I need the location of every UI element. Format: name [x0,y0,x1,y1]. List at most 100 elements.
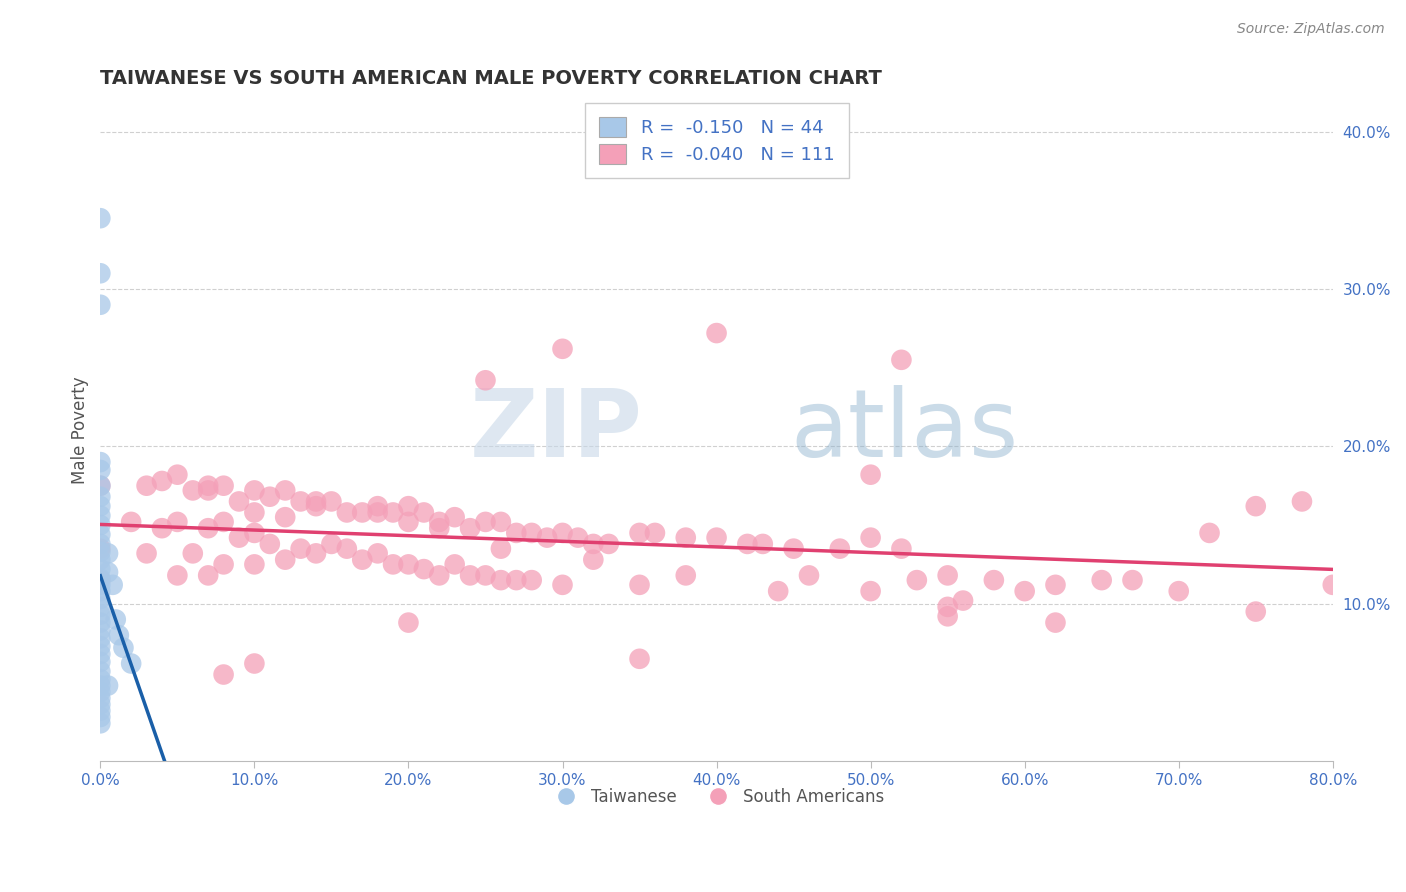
Point [89,479,111,493]
Point [89,672,111,686]
Point [536,531,558,545]
Text: atlas: atlas [790,384,1019,476]
Point [89,665,111,679]
Point [274,552,297,566]
Point [89,463,111,477]
Point [89,211,111,226]
Point [305,546,328,560]
Point [89,573,111,587]
Point [520,525,543,540]
Point [212,558,235,572]
Point [89,527,111,541]
Point [89,592,111,607]
Point [628,525,651,540]
Point [628,652,651,666]
Point [321,537,343,551]
Point [752,537,775,551]
Point [1244,605,1267,619]
Point [367,499,389,513]
Point [89,607,111,622]
Point [567,531,589,545]
Point [1167,584,1189,599]
Point [89,545,111,559]
Point [197,521,219,535]
Point [367,506,389,520]
Point [489,515,512,529]
Point [228,531,250,545]
Point [797,568,820,582]
Point [243,657,266,671]
Point [382,506,405,520]
Point [644,525,666,540]
Point [905,573,928,587]
Point [89,508,111,523]
Point [474,373,496,387]
Point [890,352,912,367]
Point [181,483,204,498]
Point [936,599,959,614]
Point [89,578,111,592]
Point [936,568,959,582]
Point [135,546,157,560]
Point [766,584,789,599]
Point [505,525,527,540]
Point [89,704,111,718]
Point [243,558,266,572]
Point [259,490,281,504]
Point [89,710,111,724]
Point [706,531,728,545]
Point [398,515,420,529]
Text: ZIP: ZIP [470,384,643,476]
Point [1045,615,1067,630]
Point [89,455,111,469]
Point [101,578,124,592]
Point [382,558,405,572]
Point [89,537,111,551]
Point [551,578,574,592]
Point [427,568,450,582]
Point [706,326,728,340]
Point [166,568,188,582]
Point [336,506,359,520]
Point [1091,573,1114,587]
Point [120,515,142,529]
Point [212,515,235,529]
Point [89,572,111,586]
Text: Source: ZipAtlas.com: Source: ZipAtlas.com [1237,22,1385,37]
Point [675,568,697,582]
Point [1045,578,1067,592]
Point [112,640,135,655]
Y-axis label: Male Poverty: Male Poverty [72,376,89,484]
Legend: Taiwanese, South Americans: Taiwanese, South Americans [543,780,891,813]
Point [243,506,266,520]
Point [89,615,111,630]
Point [412,506,434,520]
Point [89,490,111,504]
Point [89,599,111,614]
Point [89,632,111,646]
Point [983,573,1005,587]
Text: TAIWANESE VS SOUTH AMERICAN MALE POVERTY CORRELATION CHART: TAIWANESE VS SOUTH AMERICAN MALE POVERTY… [100,69,882,87]
Point [135,479,157,493]
Point [120,657,142,671]
Point [628,578,651,592]
Point [290,541,312,556]
Point [104,612,127,626]
Point [737,537,759,551]
Point [212,479,235,493]
Point [97,546,120,560]
Point [458,521,481,535]
Point [458,568,481,582]
Point [598,537,620,551]
Point [89,698,111,712]
Point [97,566,120,580]
Point [427,515,450,529]
Point [828,541,851,556]
Point [1198,525,1220,540]
Point [89,685,111,699]
Point [89,655,111,669]
Point [89,624,111,638]
Point [412,562,434,576]
Point [398,499,420,513]
Point [859,531,882,545]
